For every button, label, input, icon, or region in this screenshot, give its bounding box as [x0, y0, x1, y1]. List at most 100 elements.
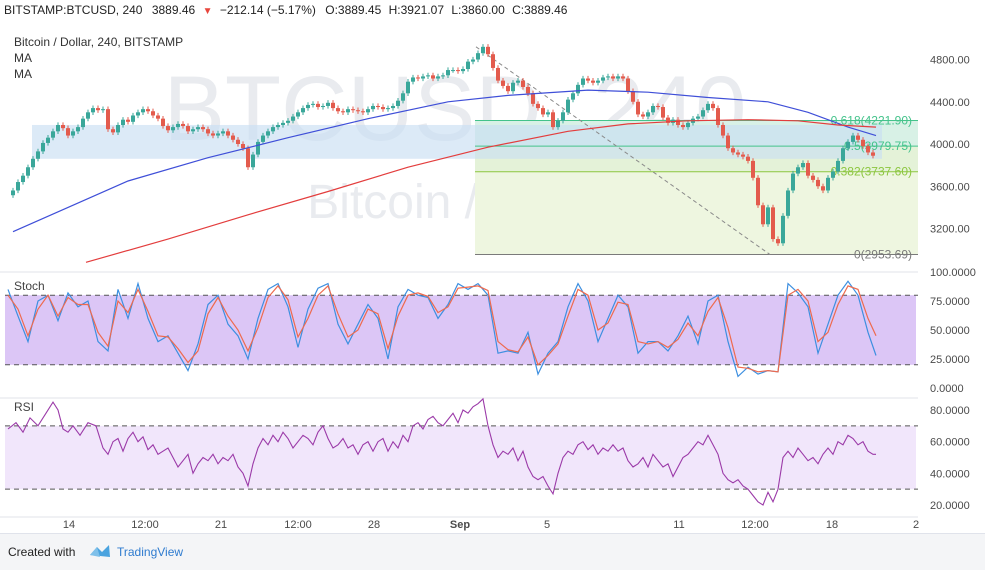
- price-axis-label: 4400.00: [930, 97, 970, 109]
- fib-level-label: 0.5(3979.75): [844, 139, 912, 153]
- candle-body: [31, 158, 35, 168]
- ma-red-line: [85, 119, 877, 263]
- candle-body: [756, 177, 760, 206]
- legend-ma1[interactable]: MA: [14, 51, 32, 65]
- candle-body: [121, 119, 125, 125]
- stoch-d-line: [7, 284, 877, 373]
- ma-blue-line: [12, 89, 877, 233]
- candle-body: [516, 80, 520, 83]
- candle-body: [216, 133, 220, 136]
- stoch-axis-label: 50.0000: [930, 325, 970, 337]
- price-axis-label: 4000.00: [930, 139, 970, 151]
- candle-body: [321, 105, 325, 108]
- time-axis-label: 18: [826, 519, 838, 531]
- candle-body: [486, 46, 490, 55]
- candle-body: [181, 123, 185, 127]
- candle-body: [91, 108, 95, 113]
- candle-body: [581, 78, 585, 85]
- candle-body: [416, 77, 420, 79]
- candle-body: [621, 76, 625, 79]
- candle-body: [406, 81, 410, 94]
- legend-ma2[interactable]: MA: [14, 67, 32, 81]
- candle-body: [176, 123, 180, 128]
- fib-level-label: 0.618(4221.90): [831, 114, 912, 128]
- time-axis-label: 28: [368, 519, 380, 531]
- change-value: −212.14 (−5.17%): [219, 3, 316, 17]
- candle-body: [196, 127, 200, 130]
- candle-body: [26, 167, 30, 176]
- tradingview-logo-icon[interactable]: [88, 543, 112, 559]
- legend-title[interactable]: Bitcoin / Dollar, 240, BITSTAMP: [14, 35, 184, 49]
- candle-body: [186, 126, 190, 132]
- candle-body: [156, 115, 160, 119]
- candle-body: [476, 53, 480, 60]
- candle-body: [426, 75, 430, 77]
- candle-body: [311, 103, 315, 105]
- candle-body: [376, 105, 380, 108]
- candle-body: [631, 91, 635, 102]
- candle-body: [101, 109, 105, 111]
- candle-body: [396, 100, 400, 106]
- rsi-axis-label: 80.0000: [930, 405, 970, 417]
- candle-body: [456, 70, 460, 72]
- candle-body: [131, 115, 135, 122]
- candle-body: [296, 112, 300, 117]
- candle-body: [61, 124, 65, 129]
- candle-body: [221, 131, 225, 134]
- fib-level-label: 0.382(3737.60): [831, 165, 912, 179]
- candle-body: [111, 129, 115, 133]
- candle-body: [41, 142, 45, 152]
- symbol-label[interactable]: BITSTAMP:BTCUSD, 240: [4, 3, 143, 17]
- candle-body: [431, 75, 435, 79]
- candle-body: [331, 102, 335, 109]
- time-axis-label: Sep: [450, 519, 470, 531]
- candle-body: [661, 107, 665, 118]
- candle-body: [551, 112, 555, 128]
- candle-body: [126, 119, 130, 122]
- candle-body: [441, 75, 445, 77]
- candle-body: [336, 108, 340, 112]
- candle-body: [386, 108, 390, 110]
- candle-body: [721, 124, 725, 136]
- last-price: 3889.46: [151, 3, 196, 17]
- candle-body: [411, 77, 415, 82]
- candle-body: [146, 109, 150, 112]
- candle-body: [56, 124, 60, 132]
- down-arrow-icon: ▼: [202, 6, 213, 17]
- tradingview-link[interactable]: TradingView: [117, 545, 184, 559]
- candle-body: [771, 207, 775, 240]
- candle-body: [746, 156, 750, 161]
- stoch-axis-label: 0.0000: [930, 383, 964, 395]
- candle-body: [726, 135, 730, 149]
- candle-body: [301, 108, 305, 113]
- price-axis-label: 4800.00: [930, 55, 970, 67]
- candle-body: [136, 112, 140, 116]
- candle-body: [466, 61, 470, 70]
- candle-body: [761, 205, 765, 225]
- candle-body: [226, 131, 230, 136]
- candle-body: [801, 163, 805, 168]
- candle-body: [651, 105, 655, 113]
- candle-body: [521, 80, 525, 87]
- candle-body: [856, 135, 860, 140]
- candle-body: [286, 120, 290, 123]
- candle-body: [251, 154, 255, 168]
- candle-body: [571, 93, 575, 100]
- candle-body: [366, 109, 370, 113]
- candle-body: [596, 80, 600, 83]
- candle-body: [316, 103, 320, 108]
- candle-body: [166, 126, 170, 131]
- candle-body: [616, 76, 620, 79]
- candle-body: [241, 144, 245, 149]
- candle-body: [611, 76, 615, 79]
- candle-body: [96, 108, 100, 111]
- candle-body: [261, 135, 265, 142]
- legend: Bitcoin / Dollar, 240, BITSTAMP MA MA: [14, 34, 183, 82]
- candle-body: [736, 152, 740, 155]
- candle-body: [231, 135, 235, 140]
- stoch-axis-label: 75.0000: [930, 296, 970, 308]
- candle-body: [246, 148, 250, 168]
- candle-body: [606, 76, 610, 78]
- stoch-title: Stoch: [14, 279, 45, 293]
